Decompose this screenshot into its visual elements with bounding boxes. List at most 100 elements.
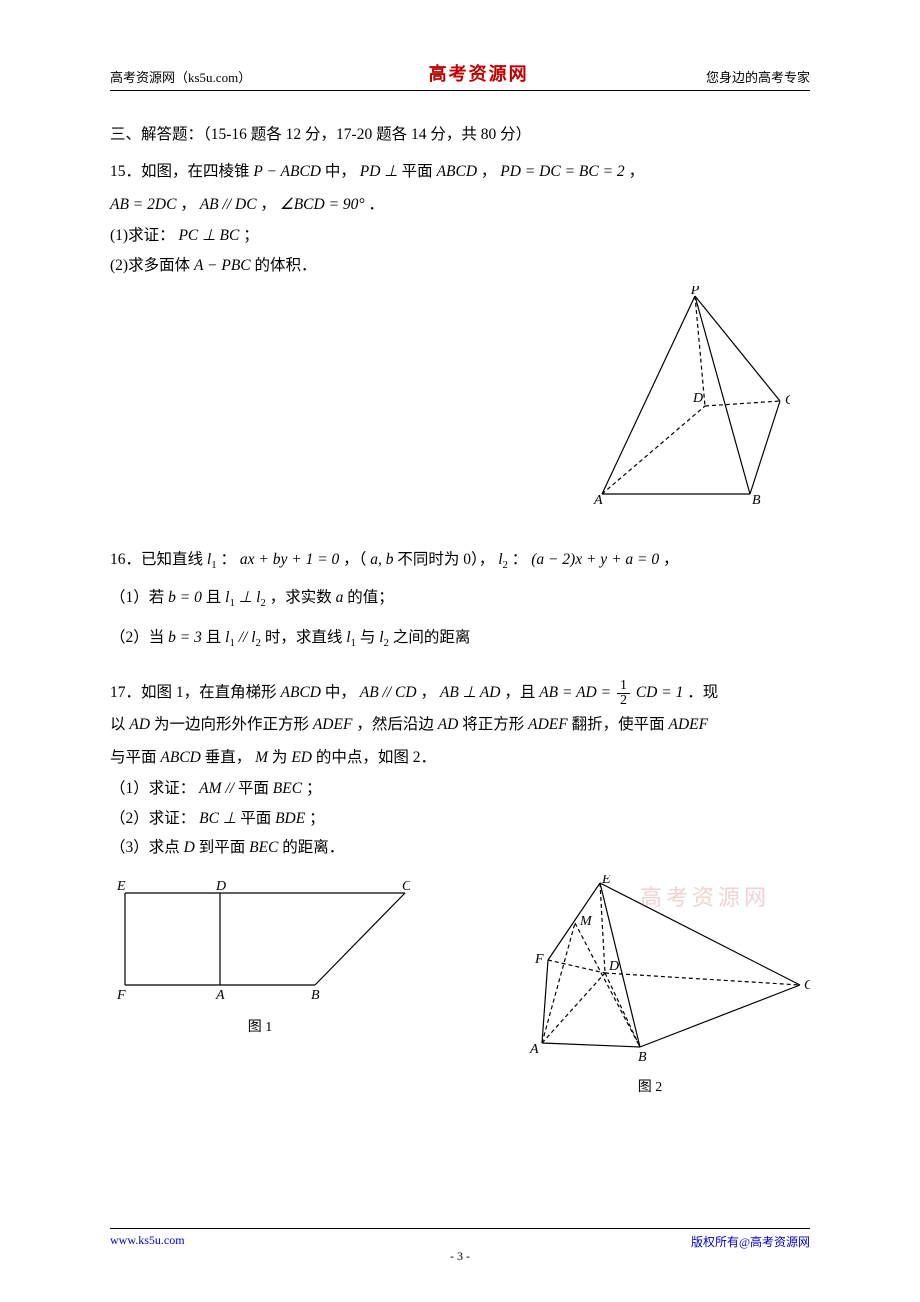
q16-eq1: ax + by + 1 = 0 [240,551,339,568]
q15-t7: ， [260,196,279,213]
q16-t5: ： [512,551,531,568]
f2-M: M [579,914,593,929]
q17-frac-num: 1 [617,679,630,694]
q16-s1c: ，求实数 [270,589,336,606]
q16-t4: 不同时为 0）， [397,551,494,568]
q17-s2b: 平面 [240,810,275,827]
q17-svg2: E M F D A B C [490,875,810,1065]
problem-17: 17．如图 1，在直角梯形 ABCD 中， AB // CD ， AB ⊥ AD… [110,677,810,863]
q16-s2a: （2）当 [110,629,168,646]
q17-abcd2: AB // CD [360,684,417,701]
q15-m6: AB // DC [200,196,257,213]
f1-F: F [116,988,126,1003]
f2-B: B [638,1050,647,1065]
q16-t1: 16．已知直线 [110,551,203,568]
q15-s2m: A − PBC [194,257,251,274]
q16-ab: a, b [370,551,393,568]
q17-s1c: ； [306,780,322,797]
q17-frac: 12 [617,679,630,708]
q17-s3b: 到平面 [199,839,249,856]
q17-d: D [184,839,195,856]
q15-s2b: 的体积． [255,257,317,274]
q17-abcd3: ABCD [160,749,200,766]
footer-left: www.ks5u.com [110,1233,185,1250]
q16-s1b: 且 [206,589,222,606]
q17-t9: 将正方形 [462,716,528,733]
f2-C: C [804,978,810,993]
q17-abad2: AB = AD = [539,684,611,701]
figure-q15: P A B C D [110,286,790,517]
lbl-A: A [593,493,603,506]
f1-B: B [311,988,320,1003]
q17-t5: ．现 [687,684,718,701]
q15-svg: P A B C D [580,286,790,506]
q17-s1a: （1）求证： [110,780,199,797]
q15-m5: AB = 2DC [110,196,176,213]
q15-s2a: (2)求多面体 [110,257,194,274]
lbl-C: C [785,393,790,408]
q17-bc: BC ⊥ [199,810,236,827]
q15-s1b: ； [243,227,259,244]
q16-s2c: 时，求直线 [265,629,343,646]
q17-s3c: 的距离． [282,839,344,856]
q16-a: a [336,589,344,606]
q15-m3: ABCD [437,163,477,180]
q16-t3: ，（ [343,551,370,568]
q17-s2c: ； [309,810,325,827]
q16-dl2s: 2 [384,638,389,650]
q17-adef1: ADEF [313,716,353,733]
footer-right: 版权所有@高考资源网 [691,1233,810,1250]
q16-b3: b = 3 [168,629,202,646]
q16-dl1s: 1 [351,638,356,650]
fig1-caption: 图 1 [110,1014,410,1042]
q17-t6: 以 [110,716,129,733]
problem-15: 15．如图，在四棱锥 P − ABCD 中， PD ⊥ 平面 ABCD ， PD… [110,156,810,280]
f1-E: E [116,879,126,894]
q16-l2b: 2 [503,559,508,571]
q17-s2a: （2）求证： [110,810,199,827]
q15-s1a: (1)求证： [110,227,178,244]
q15-t8: ． [369,196,385,213]
q17-t10: 翻折，使平面 [572,716,669,733]
q16-par-mid: // l [235,629,256,646]
q16-s2b: 且 [206,629,222,646]
q15-m4: PD = DC = BC = 2 [500,163,624,180]
page-footer: www.ks5u.com 版权所有@高考资源网 - 3 - [110,1228,810,1250]
content-area: 三、解答题：（15-16 题各 12 分，17-20 题各 14 分，共 80 … [110,119,810,1102]
q16-eq2: (a − 2)x + y + a = 0 [531,551,659,568]
q17-adef2: ADEF [528,716,568,733]
section-title: 三、解答题：（15-16 题各 12 分，17-20 题各 14 分，共 80 … [110,119,810,150]
fig2-caption: 图 2 [490,1074,810,1102]
q15-m1: P − ABCD [253,163,321,180]
q17-t13: 为 [272,749,291,766]
page: 高考资源网（ks5u.com） 高考资源网 您身边的高考专家 三、解答题：（15… [0,0,920,1302]
q15-m2: PD ⊥ [360,163,398,180]
f2-F: F [534,952,544,967]
q17-t12: 垂直， [205,749,255,766]
q17-m: M [255,749,268,766]
q15-t3: 平面 [402,163,433,180]
q15-t6: ， [180,196,199,213]
q16-l1b: 1 [211,559,216,571]
q16-par-s2: 2 [256,638,261,650]
f1-A: A [215,988,225,1003]
figure-q17-1: E D C F A B 图 1 [110,875,410,1102]
q15-t2: 中， [325,163,360,180]
q17-abad: AB ⊥ AD [440,684,501,701]
page-header: 高考资源网（ks5u.com） 高考资源网 您身边的高考专家 [110,60,810,91]
q17-frac-den: 2 [617,694,630,708]
q16-perp-mid: ⊥ l [235,589,261,606]
header-right: 您身边的高考专家 [706,67,810,86]
q16-t6: ， [663,551,679,568]
q17-svg1: E D C F A B [110,875,410,1005]
q17-adef3: ADEF [669,716,709,733]
q15-m7: ∠BCD = 90° [280,196,365,213]
footer-page-number: - 3 - [110,1249,810,1264]
q17-ad: AD [129,716,150,733]
q15-t4: ， [481,163,500,180]
lbl-P: P [690,286,700,298]
q16-perp-s2: 2 [260,597,265,609]
q17-s1b: 平面 [238,780,273,797]
q17-bec1: BEC [273,780,302,797]
header-left: 高考资源网（ks5u.com） [110,67,251,86]
